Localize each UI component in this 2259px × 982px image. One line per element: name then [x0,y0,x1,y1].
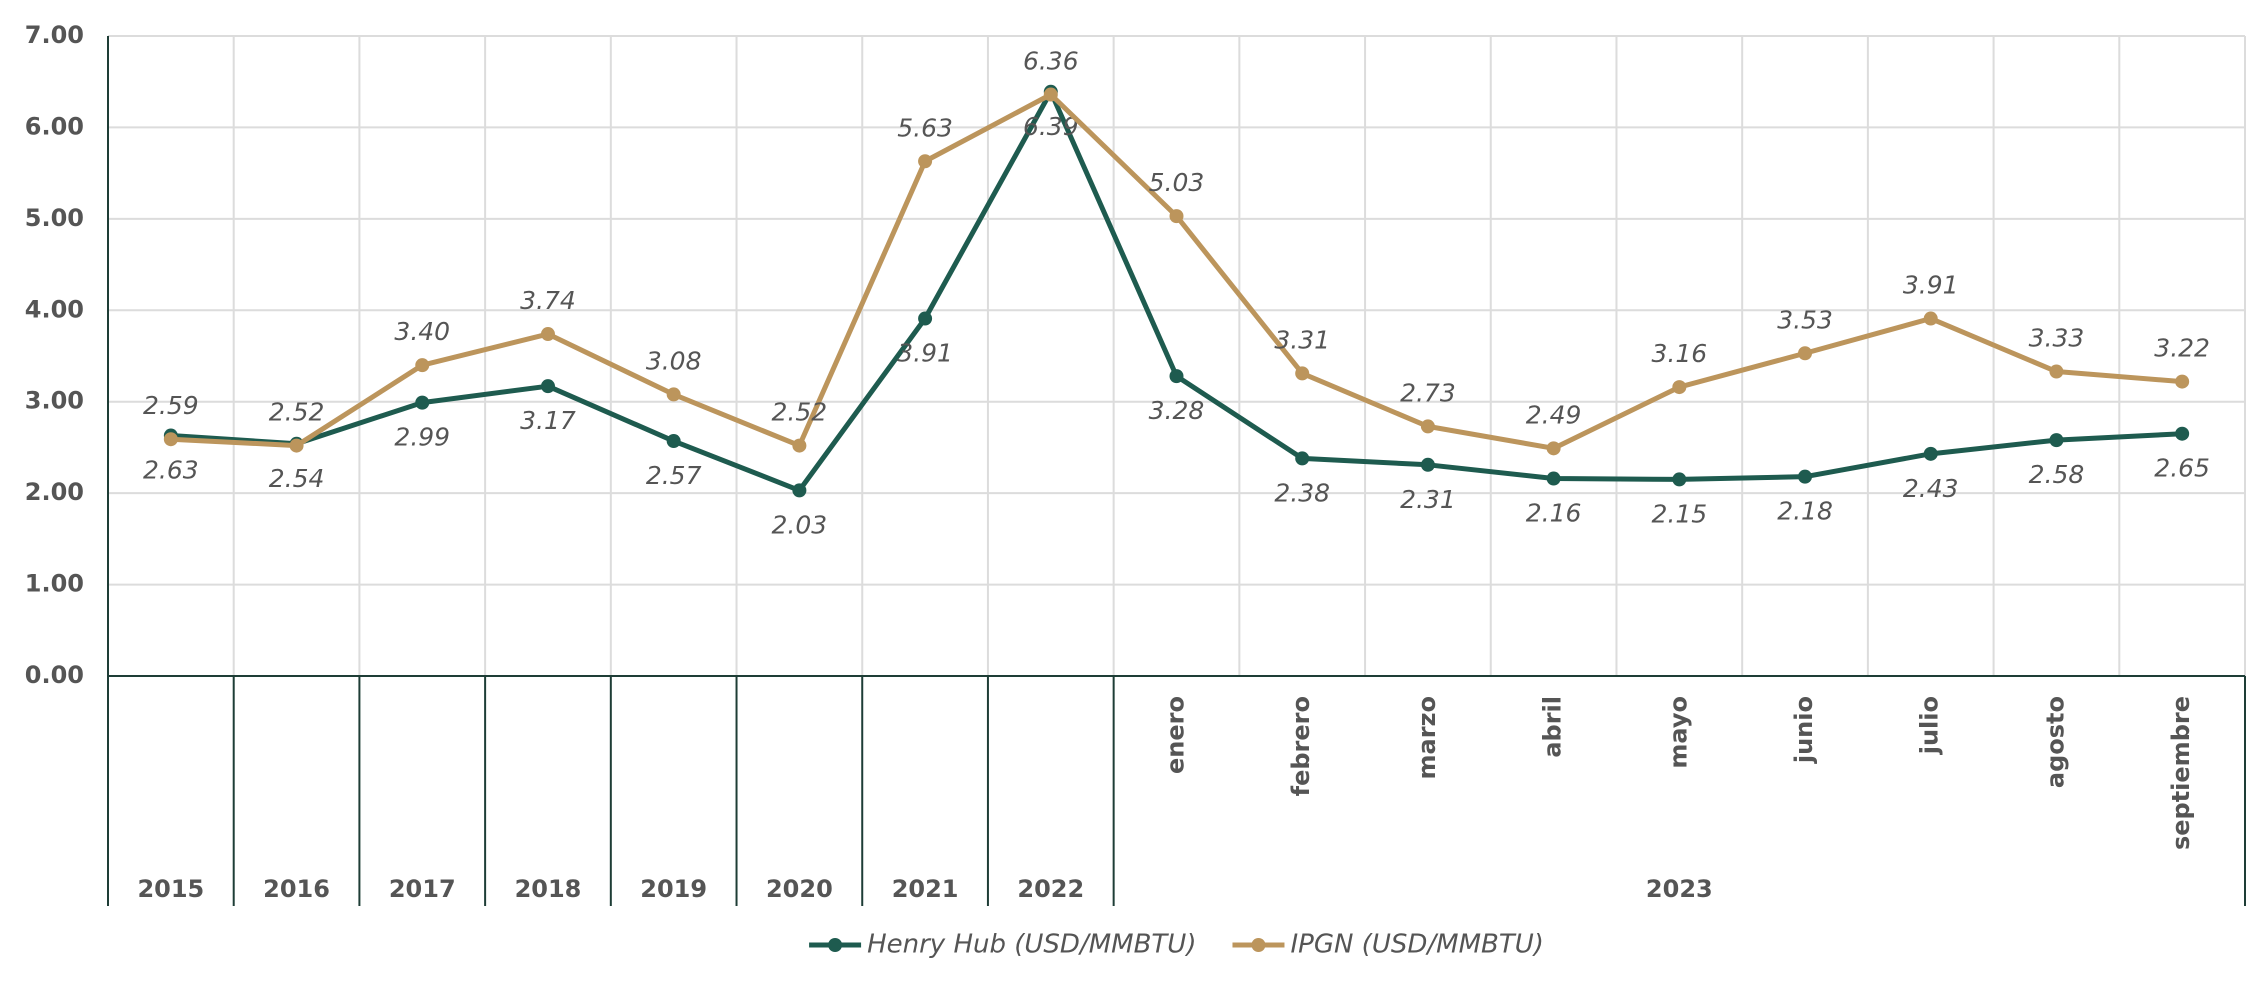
y-tick-label: 6.00 [25,112,84,140]
data-label: 6.36 [1023,47,1079,76]
data-label: 2.52 [772,398,828,427]
x-tick-label: abril [1539,696,1567,758]
data-point [2049,364,2064,379]
data-point [1546,441,1561,456]
data-label: 2.18 [1777,497,1833,526]
legend-label: IPGN (USD/MMBTU) [1290,930,1543,960]
x-tick-label: septiembre [2167,696,2195,850]
legend: Henry Hub (USD/MMBTU) IPGN (USD/MMBTU) [809,930,1544,960]
data-label: 2.73 [1400,378,1456,407]
data-label: 2.16 [1526,499,1582,528]
data-label: 2.15 [1651,499,1707,528]
data-point [1043,87,1058,102]
data-label: 3.40 [394,317,450,346]
x-tick-label: enero [1162,696,1190,774]
data-label: 3.16 [1651,339,1707,368]
data-label: 5.63 [897,113,953,142]
data-point [2049,433,2064,448]
x-group-label: 2016 [263,875,330,903]
legend-marker [1251,938,1266,952]
data-point [1169,369,1184,384]
x-group-label: 2023 [1646,875,1713,903]
data-point [1420,457,1435,472]
data-label: 2.54 [269,464,325,493]
x-tick-label: julio [1916,696,1944,755]
y-tick-label: 7.00 [25,21,84,49]
y-tick-label: 1.00 [25,570,84,598]
data-point [2175,374,2190,389]
data-point [918,311,933,326]
x-group-label: 2015 [137,875,204,903]
data-label: 2.31 [1400,485,1456,514]
data-label: 2.49 [1526,400,1582,429]
data-label: 2.38 [1274,478,1330,507]
x-group-label: 2019 [640,875,707,903]
data-label: 2.57 [646,461,702,490]
data-point [792,438,807,453]
data-point [415,395,430,410]
x-group-label: 2018 [515,875,582,903]
y-tick-label: 3.00 [25,387,84,415]
x-group-label: 2020 [766,875,833,903]
data-point [1672,472,1687,487]
data-point [666,387,681,402]
data-point [1798,346,1813,361]
data-label: 3.28 [1149,396,1205,425]
data-label: 3.17 [520,406,576,435]
data-point [1672,380,1687,395]
data-label: 3.91 [1903,271,1959,300]
data-label: 2.52 [269,398,325,427]
data-point [1923,446,1938,461]
data-label: 2.65 [2154,454,2210,483]
data-point [1923,311,1938,326]
data-point [1798,469,1813,484]
data-label: 2.59 [143,391,199,420]
data-point [1295,451,1310,466]
data-point [2175,426,2190,441]
data-label: 2.43 [1903,474,1959,503]
data-label: 3.53 [1777,305,1833,334]
data-point [666,434,681,449]
data-point [792,483,807,498]
x-tick-label: mayo [1664,696,1692,769]
x-tick-label: marzo [1413,696,1441,780]
data-label: 2.63 [143,456,199,485]
data-label: 3.08 [646,346,702,375]
x-tick-label: agosto [2041,696,2069,788]
data-point [540,327,555,342]
x-tick-label: junio [1790,696,1818,764]
data-label: 3.91 [897,339,953,368]
data-label: 2.99 [394,423,450,452]
data-point [1420,419,1435,434]
data-point [415,358,430,373]
legend-marker [828,938,843,952]
data-label: 3.33 [2029,324,2085,353]
x-group-label: 2022 [1017,875,1084,903]
y-tick-label: 2.00 [25,478,84,506]
data-point [1546,471,1561,486]
data-point [1295,366,1310,381]
data-label: 6.39 [1023,112,1079,141]
data-point [163,432,178,447]
data-point [540,379,555,394]
data-label: 5.03 [1149,168,1205,197]
data-label: 3.74 [520,286,576,315]
data-label: 2.03 [772,510,828,539]
y-tick-label: 5.00 [25,204,84,232]
data-label: 3.31 [1274,325,1330,354]
legend-label: Henry Hub (USD/MMBTU) [867,930,1196,960]
x-group-label: 2021 [892,875,959,903]
y-tick-label: 0.00 [25,661,84,689]
x-tick-label: febrero [1287,696,1315,796]
data-point [289,438,304,453]
data-point [918,154,933,169]
y-tick-label: 4.00 [25,295,84,323]
data-label: 3.22 [2154,334,2210,363]
data-point [1169,209,1184,224]
series-line [170,89,2183,493]
data-label: 2.58 [2029,460,2085,489]
x-group-label: 2017 [389,875,456,903]
